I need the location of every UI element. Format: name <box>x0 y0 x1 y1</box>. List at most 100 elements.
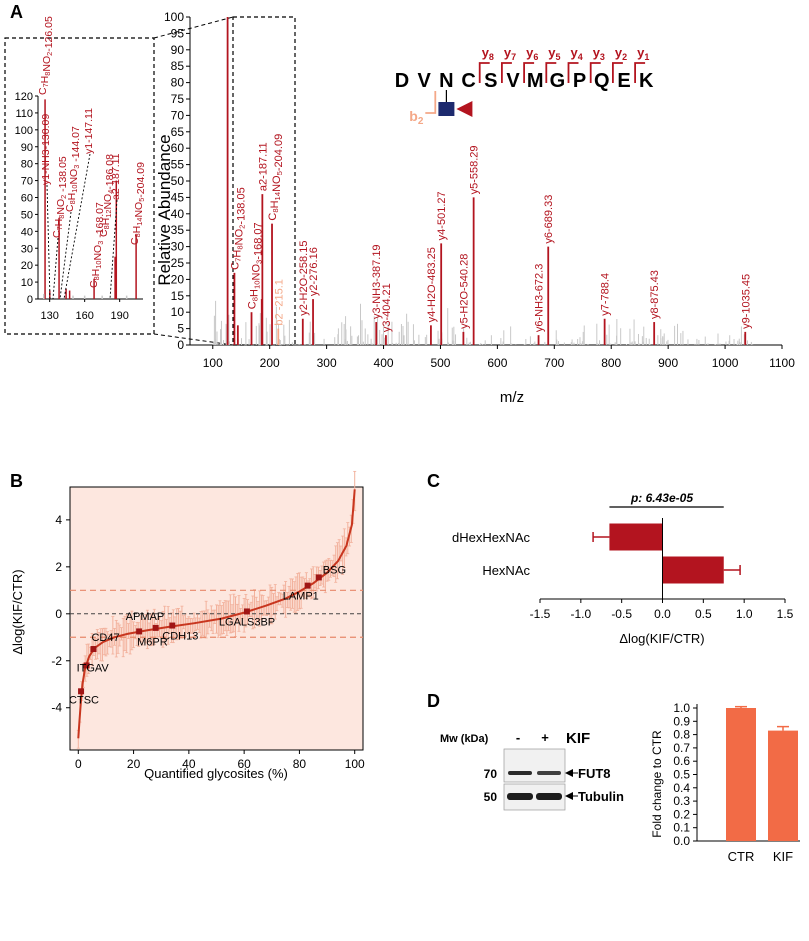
inset-peak-label: C7H8NO2-126.05 <box>37 16 55 95</box>
inset-peak-label: C8H10NO3 -168.07 <box>88 202 106 288</box>
inset-y-tick-label: 80 <box>21 159 33 171</box>
panel-label-a: A <box>10 2 23 22</box>
peak-label: y2-276.16 <box>308 247 320 296</box>
y-tick-label-b: -2 <box>51 654 62 668</box>
y-tick-label-d: 0.5 <box>673 768 690 782</box>
y-tick-label-a: 70 <box>171 108 185 122</box>
inset-y-tick-label: 30 <box>21 243 33 255</box>
y-tick-label-a: 55 <box>171 158 185 172</box>
peak-label: y6-NH3-672.3 <box>534 264 546 332</box>
x-tick-label-c: 0.0 <box>654 607 671 621</box>
panel-label-d: D <box>427 691 440 711</box>
x-tick-label-c: 0.5 <box>695 607 712 621</box>
inset-y-tick-label: 110 <box>15 108 33 120</box>
blot-fut8 <box>503 748 566 783</box>
p-value: p: 6.43e-05 <box>630 491 693 505</box>
zoom-line-bottom <box>153 333 234 346</box>
western-blot: Mw (kDa) - + KIF 70 FUT8 50 Tubulin <box>440 730 624 811</box>
y-tick-label-d: 0.3 <box>673 794 690 808</box>
y-tick-label-d: 0.2 <box>673 807 690 821</box>
band-label-fut8: FUT8 <box>578 766 611 781</box>
x-tick-label-b: 100 <box>345 757 365 771</box>
x-tick-label-a: 800 <box>601 356 621 370</box>
median-curve <box>77 489 356 739</box>
highlight-label: LAMP1 <box>283 591 319 603</box>
inset-peak-label: C8H10NO3 -144.07 <box>64 126 82 212</box>
y-tick-label-a: 90 <box>171 43 185 57</box>
y-tick-label-a: 95 <box>171 26 185 40</box>
y-tick-label-d: 0.8 <box>673 728 690 742</box>
b-ion-label: b2 <box>409 108 424 127</box>
highlight-label: CTSC <box>69 694 99 706</box>
category-label-c: HexNAc <box>482 563 530 578</box>
residue: S <box>484 70 497 92</box>
highlight-point <box>78 688 85 695</box>
inset-peak-label: C7H8NO2 -138.05 <box>51 156 69 238</box>
axis-ylabel-d: Fold change to CTR <box>650 730 664 838</box>
inset-peak-label: C8H14NO5-204.09 <box>129 162 147 245</box>
peak-label: y4-H2O-483.25 <box>426 247 438 322</box>
highlight-label: ITGAV <box>77 662 110 674</box>
y-tick-label-a: 30 <box>171 240 185 254</box>
residue: V <box>506 70 520 92</box>
inset-y-tick-label: 70 <box>21 176 33 188</box>
inset-y-tick-label: 100 <box>15 125 33 137</box>
residue: G <box>550 70 566 92</box>
y-ion-bracket <box>478 62 490 83</box>
inset-box <box>4 37 155 335</box>
y-tick-label-a: 15 <box>171 289 185 303</box>
peak-label: y6-689.33 <box>543 195 555 244</box>
residue: E <box>617 70 630 92</box>
residue: D <box>395 70 409 92</box>
y-ion-label: y6 <box>526 45 538 62</box>
peak-label: y7-788.4 <box>600 273 612 316</box>
peak-label: y3-404.21 <box>381 283 393 332</box>
y-tick-label-a: 60 <box>171 141 185 155</box>
inset-spectrum: 0 10 20 30 40 50 60 70 80 90 100 110 120 130 160 190 C7H… <box>15 16 147 322</box>
y-tick-label-d: 0.1 <box>673 821 690 835</box>
inset-y-tick-label: 20 <box>21 260 33 272</box>
residue: P <box>573 70 586 92</box>
y-tick-label-b: 4 <box>55 513 62 527</box>
inset-y-tick-label: 0 <box>27 294 33 306</box>
inset-peak-label: y1-147.11 <box>83 108 95 154</box>
x-tick-label-a: 1000 <box>712 356 739 370</box>
y-ion-label: y8 <box>482 45 494 62</box>
inset-y-tick-label: 120 <box>15 91 33 103</box>
y-tick-label-a: 50 <box>171 174 185 188</box>
inset-peak-label: y1-NH3-130.09 <box>40 114 52 185</box>
highlight-label: M6PR <box>137 636 168 648</box>
y-tick-label-a: 100 <box>164 10 184 24</box>
y-tick-label-b: -4 <box>51 701 62 715</box>
y-ion-bracket <box>545 62 557 83</box>
x-tick-label-c: -1.5 <box>530 607 551 621</box>
x-tick-label-a: 700 <box>544 356 564 370</box>
highlight-label: BSG <box>323 564 346 576</box>
inset-y-tick-label: 50 <box>21 209 33 221</box>
y-tick-label-d: 0.9 <box>673 714 690 728</box>
highlight-point <box>169 622 176 629</box>
y-ion-label: y2 <box>615 45 627 62</box>
residue: C <box>461 70 475 92</box>
y-tick-label-a: 45 <box>171 190 185 204</box>
lane-sign-minus: - <box>516 730 520 745</box>
y-tick-label-a: 25 <box>171 256 185 270</box>
inset-connector <box>59 211 72 300</box>
x-tick-label-a: 900 <box>658 356 678 370</box>
x-tick-label-b: 20 <box>127 757 141 771</box>
x-tick-label-b: 40 <box>182 757 196 771</box>
peak-label: y3-NH3-387.19 <box>371 244 383 319</box>
inset-connector <box>52 237 59 300</box>
y-tick-label-a: 0 <box>177 338 184 352</box>
highlight-point <box>315 574 322 581</box>
y-tick-label-a: 75 <box>171 92 185 106</box>
inset-x-tick-label: 190 <box>110 310 128 322</box>
y-tick-label-d: 1.0 <box>673 701 690 715</box>
peak-label: y2-H2O-258.15 <box>298 241 310 316</box>
inset-x-tick-label: 130 <box>40 310 58 322</box>
x-tick-label-a: 100 <box>203 356 223 370</box>
glycan-hexnac-square <box>438 102 455 116</box>
y-tick-label-a: 85 <box>171 59 185 73</box>
inset-y-tick-label: 90 <box>21 142 33 154</box>
y-tick-label-a: 65 <box>171 125 185 139</box>
